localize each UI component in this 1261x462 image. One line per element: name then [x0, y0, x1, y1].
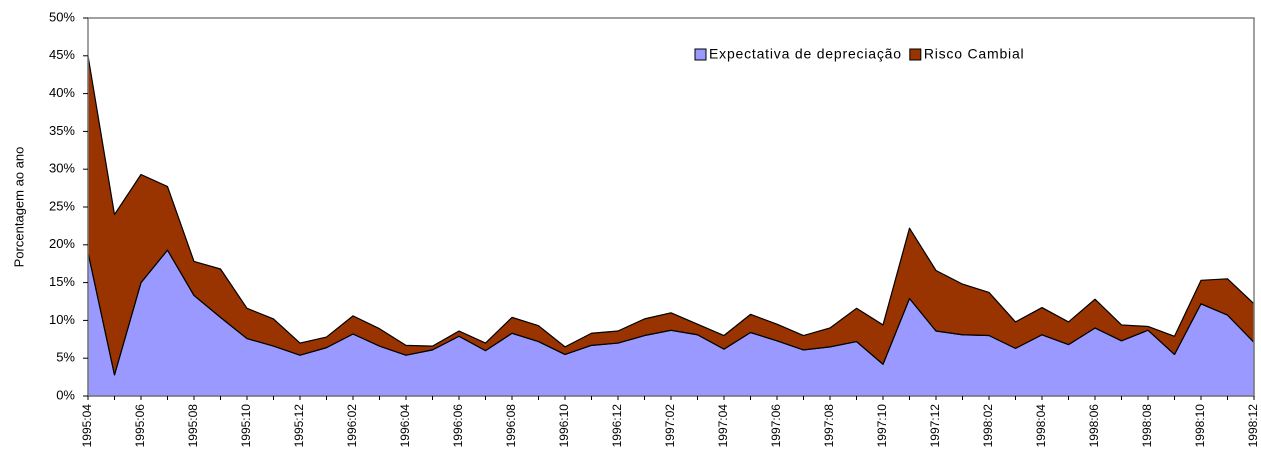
x-tick-label: 1995:04 — [80, 404, 94, 448]
x-tick-label: 1996:02 — [345, 404, 359, 448]
x-tick-label: 1997:04 — [716, 404, 730, 448]
x-tick-label: 1996:10 — [557, 404, 571, 448]
x-tick-label: 1995:08 — [186, 404, 200, 448]
x-tick-label: 1998:04 — [1034, 404, 1048, 448]
x-tick-label: 1997:12 — [928, 404, 942, 448]
y-tick-label: 35% — [49, 123, 75, 138]
y-tick-label: 0% — [56, 387, 75, 402]
y-tick-label: 30% — [49, 161, 75, 176]
x-tick-label: 1998:06 — [1087, 404, 1101, 448]
x-tick-label: 1997:02 — [663, 404, 677, 448]
x-tick-label: 1996:08 — [504, 404, 518, 448]
legend-swatch — [909, 48, 922, 61]
y-tick-label: 45% — [49, 47, 75, 62]
x-tick-label: 1996:06 — [451, 404, 465, 448]
legend-label: Risco Cambial — [924, 46, 1025, 62]
x-tick-label: 1996:12 — [610, 404, 624, 448]
y-tick-label: 25% — [49, 198, 75, 213]
x-tick-label: 1995:12 — [292, 404, 306, 448]
area — [87, 55, 1255, 376]
x-tick-label: 1995:06 — [133, 404, 147, 448]
y-axis-label: Porcentagem ao ano — [11, 147, 26, 268]
legend-swatch — [694, 48, 707, 61]
y-tick-label: 50% — [49, 9, 75, 24]
x-tick-label: 1997:10 — [875, 404, 889, 448]
x-tick-label: 1996:04 — [398, 404, 412, 448]
x-tick-label: 1998:02 — [981, 404, 995, 448]
x-tick-label: 1998:08 — [1140, 404, 1154, 448]
x-tick-label: 1995:10 — [239, 404, 253, 448]
y-tick-label: 10% — [49, 312, 75, 327]
x-tick-label: 1997:08 — [822, 404, 836, 448]
x-tick-label: 1998:10 — [1193, 404, 1207, 448]
x-tick-label: 1998:12 — [1246, 404, 1260, 448]
y-tick-label: 40% — [49, 85, 75, 100]
y-tick-label: 20% — [49, 236, 75, 251]
y-tick-label: 15% — [49, 274, 75, 289]
y-tick-label: 5% — [56, 350, 75, 365]
legend-label: Expectativa de depreciação — [709, 46, 902, 62]
x-tick-label: 1997:06 — [769, 404, 783, 448]
